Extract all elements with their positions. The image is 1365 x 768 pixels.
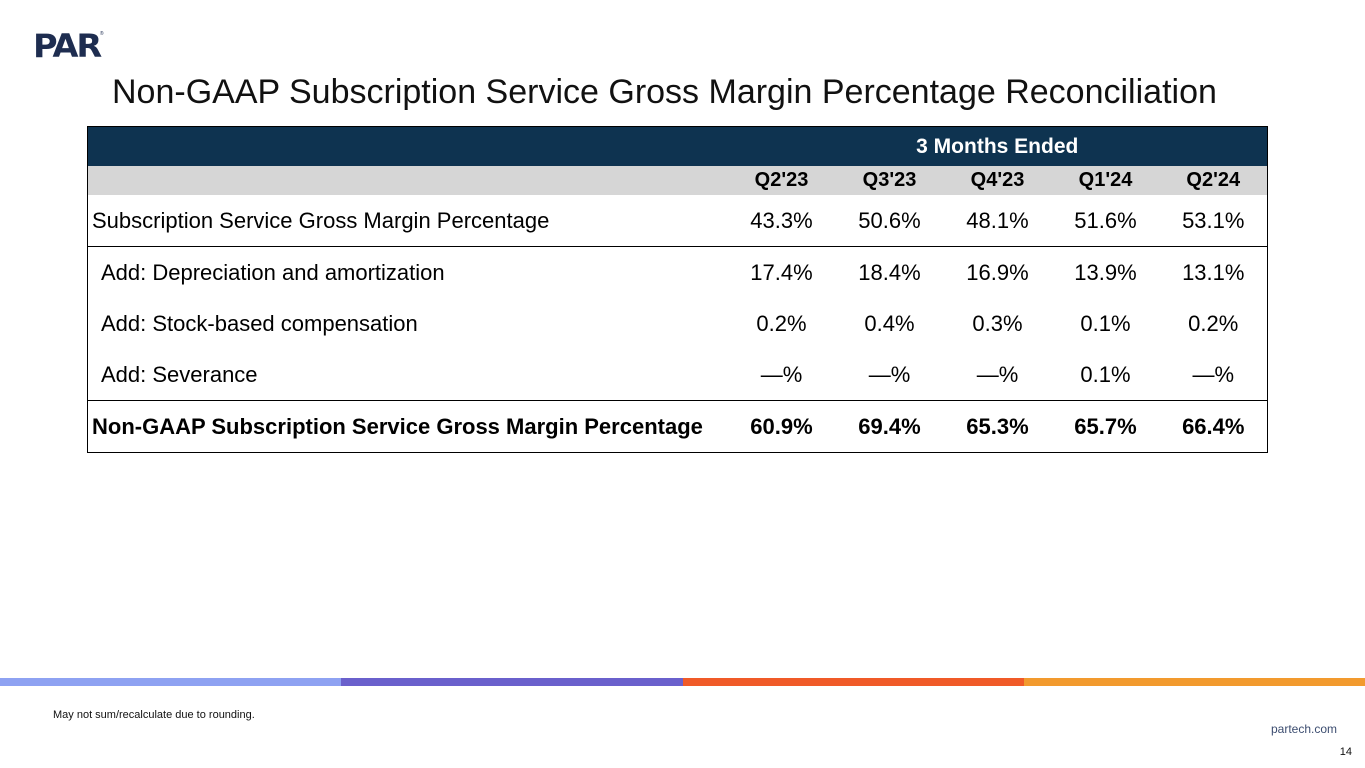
column-header: Q2'24	[1159, 166, 1268, 195]
table-cell: —%	[760, 361, 803, 387]
table-cell: 53.1%	[1159, 195, 1268, 247]
stripe-segment	[682, 678, 1024, 686]
row-label: Add: Depreciation and amortization	[101, 259, 445, 285]
table-cell: 0.1%	[1080, 361, 1131, 387]
par-logo: PAR ®	[33, 29, 104, 63]
table-cell: 0.1%	[1080, 310, 1131, 336]
table-cell: 13.9%	[1074, 259, 1137, 285]
table-row: Add: Severance —% —% —% 0.1% —%	[88, 349, 1268, 401]
table-cell: 0.3%	[972, 310, 1023, 336]
period-header-row: 3 Months Ended	[87, 126, 1268, 166]
table-cell: 13.1%	[1182, 259, 1245, 285]
table-cell: 0.2%	[1188, 310, 1239, 336]
table-cell: 50.6%	[835, 195, 944, 247]
table-cell: —%	[1192, 361, 1235, 387]
table-cell: 66.4%	[1159, 400, 1268, 453]
table-row: Add: Depreciation and amortization 17.4%…	[88, 247, 1268, 299]
page-title: Non-GAAP Subscription Service Gross Marg…	[112, 73, 1217, 111]
table-row: Add: Stock-based compensation 0.2% 0.4% …	[88, 298, 1268, 349]
footnote: May not sum/recalculate due to rounding.	[53, 709, 255, 721]
logo-registered-mark: ®	[99, 31, 104, 37]
color-stripe	[0, 678, 1365, 686]
table-cell: 60.9%	[727, 400, 836, 453]
stripe-segment	[1023, 678, 1365, 686]
table-cell: 65.3%	[943, 400, 1052, 453]
period-header: 3 Months Ended	[727, 126, 1268, 166]
row-label: Add: Severance	[101, 361, 258, 387]
reconciliation-table: 3 Months Ended Q2'23 Q3'23 Q4'23 Q1'24 Q…	[87, 126, 1269, 453]
table-cell: 0.4%	[864, 310, 915, 336]
page-number: 14	[1339, 746, 1352, 758]
column-header: Q1'24	[1051, 166, 1160, 195]
table-cell: 16.9%	[966, 259, 1029, 285]
table-cell: —%	[976, 361, 1019, 387]
table-cell: 18.4%	[858, 259, 921, 285]
table-cell: 43.3%	[727, 195, 836, 247]
table-cell: 48.1%	[943, 195, 1052, 247]
website-link[interactable]: partech.com	[1270, 722, 1337, 736]
table-cell: 0.2%	[756, 310, 807, 336]
row-label: Non-GAAP Subscription Service Gross Marg…	[87, 400, 728, 453]
header-blank-cell	[87, 126, 728, 166]
column-header: Q2'23	[727, 166, 836, 195]
table-cell: 65.7%	[1051, 400, 1160, 453]
stripe-segment	[0, 678, 342, 686]
table-cell: —%	[868, 361, 911, 387]
total-row: Non-GAAP Subscription Service Gross Marg…	[87, 400, 1268, 453]
logo-text: PAR	[33, 27, 102, 65]
table-row: Subscription Service Gross Margin Percen…	[87, 195, 1268, 247]
row-label: Subscription Service Gross Margin Percen…	[87, 195, 728, 247]
header-blank-cell	[87, 166, 728, 195]
quarter-header-row: Q2'23 Q3'23 Q4'23 Q1'24 Q2'24	[87, 166, 1268, 195]
column-header: Q4'23	[943, 166, 1052, 195]
table-cell: 69.4%	[835, 400, 944, 453]
column-header: Q3'23	[835, 166, 944, 195]
table-cell: 51.6%	[1051, 195, 1160, 247]
row-label: Add: Stock-based compensation	[101, 310, 418, 336]
stripe-segment	[341, 678, 683, 686]
table-cell: 17.4%	[750, 259, 813, 285]
